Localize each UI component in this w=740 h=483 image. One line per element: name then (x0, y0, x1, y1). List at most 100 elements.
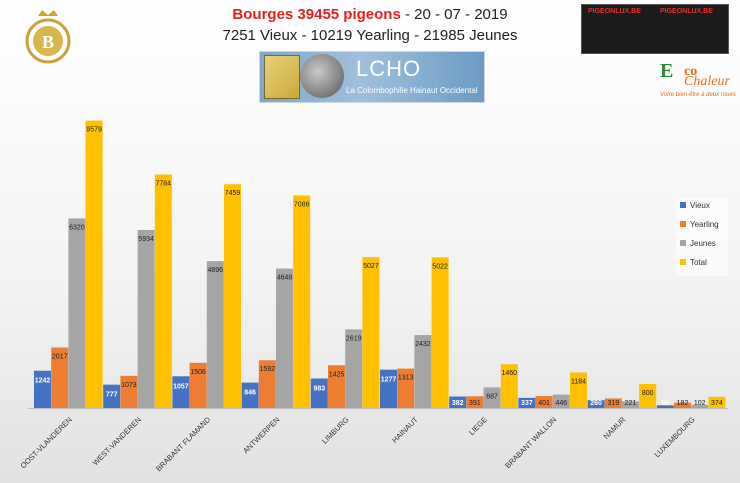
bar-total (570, 372, 587, 408)
bar-total (224, 184, 241, 408)
bar-vieux (34, 370, 51, 408)
category-label: BRABANT FLAMAND (154, 415, 213, 474)
data-label: 391 (469, 400, 481, 407)
data-label: 1506 (190, 369, 206, 376)
data-label: 846 (244, 390, 256, 397)
legend-label: Vieux (690, 201, 710, 210)
svg-text:B: B (42, 32, 54, 52)
data-label: 337 (521, 400, 533, 407)
bar-total (362, 257, 380, 408)
category-label: LUXEMBOURG (653, 415, 697, 459)
category-label: WEST-VANDEREN (91, 415, 143, 467)
data-label: 401 (538, 400, 550, 407)
chart-subtitle: 7251 Vieux - 10219 Yearling - 21985 Jeun… (222, 27, 518, 44)
bar-jeunes (552, 394, 570, 408)
data-label: 90 (661, 400, 669, 407)
bar-vieux (380, 369, 397, 408)
pigeonlux-brand-left: PIGEONLUX.BE (588, 8, 641, 15)
data-label: 9579 (86, 127, 102, 134)
data-label: 7784 (156, 180, 172, 187)
bar-yearling (328, 365, 345, 408)
data-label: 260 (590, 400, 602, 407)
data-label: 777 (106, 392, 118, 399)
data-label: 1460 (502, 370, 518, 377)
data-label: 687 (486, 393, 498, 400)
data-label: 4648 (277, 275, 293, 282)
data-label: 5934 (138, 236, 154, 243)
data-label: 446 (555, 400, 567, 407)
category-label: BRABANT WALLON (503, 415, 558, 470)
bar-jeunes (622, 401, 639, 408)
bar-yearling (674, 402, 691, 408)
data-label: 1073 (121, 382, 137, 389)
data-label: 2432 (415, 341, 431, 348)
hainaut-crest-icon (264, 55, 300, 99)
pigeon-head-icon (300, 54, 344, 98)
bar-yearling (189, 362, 207, 408)
bar-vieux (518, 397, 536, 408)
bar-total (431, 257, 449, 408)
data-label: 182 (677, 400, 689, 407)
data-label: 1313 (398, 375, 414, 382)
data-label: 221 (625, 400, 637, 407)
legend-swatch-jeunes (680, 240, 686, 246)
bar-jeunes (137, 229, 155, 408)
eco-letters-co: co (684, 64, 698, 79)
bar-yearling (535, 395, 553, 408)
data-label: 5027 (363, 263, 379, 270)
bar-jeunes (68, 218, 86, 408)
category-label: OOST-VLANDEREN (19, 415, 74, 470)
legend-swatch-vieux (680, 202, 686, 208)
bar-yearling (258, 360, 276, 408)
bar-yearling (397, 368, 415, 408)
data-label: 382 (452, 400, 464, 407)
bar-jeunes (345, 329, 363, 408)
data-label: 1277 (381, 377, 397, 384)
category-label: HAINAUT (390, 415, 420, 445)
pigeonlux-ad: PIGEONLUX.BE PIGEONLUX.BE (581, 4, 729, 54)
category-label: LIEGE (467, 415, 489, 437)
data-label: 374 (711, 400, 723, 407)
banner-name: LCHO (356, 56, 422, 81)
legend-label: Jeunes (690, 239, 716, 248)
chart-title: Bourges 39455 pigeons - 20 - 07 - 2019 (0, 6, 740, 23)
bar-jeunes (483, 387, 501, 408)
eco-chaleur-logo: E co Chaleur Votre bien-être à deux roue… (660, 60, 738, 106)
data-label: 6320 (69, 224, 85, 231)
lcho-banner: LCHO La Colombophilie Hainaut Occidental (259, 51, 485, 103)
data-label: 7459 (225, 190, 241, 197)
category-label: ANTWERPEN (241, 415, 281, 455)
bar-total (154, 174, 172, 408)
data-label: 1057 (173, 383, 189, 390)
bar-jeunes (206, 261, 224, 408)
data-label: 102 (694, 400, 706, 407)
data-label: 319 (607, 400, 619, 407)
data-label: 1242 (35, 378, 51, 385)
legend-label: Total (690, 258, 707, 267)
bar-total (708, 396, 726, 408)
data-label: 7086 (294, 201, 310, 208)
title-date: - 20 - 07 - 2019 (400, 6, 508, 23)
data-label: 1592 (260, 366, 276, 373)
bar-vieux (103, 384, 121, 408)
pigeonlux-brand-right: PIGEONLUX.BE (660, 8, 713, 15)
data-label: 1425 (329, 371, 345, 378)
bar-yearling (120, 375, 138, 408)
bar-total (293, 195, 311, 408)
bar-jeunes (414, 335, 432, 408)
bar-yearling (604, 398, 622, 408)
bar-jeunes (276, 268, 293, 408)
bar-yearling (51, 347, 69, 408)
royal-federation-logo: B (22, 8, 74, 66)
data-label: 2017 (52, 353, 68, 360)
eco-letter-e: E (660, 60, 674, 82)
title-race: Bourges 39455 pigeons (232, 6, 401, 23)
eco-word-chaleur: Chaleur (684, 74, 730, 89)
bar-total (639, 384, 657, 408)
legend-label: Yearling (690, 220, 719, 229)
data-label: 983 (313, 386, 325, 393)
bar-vieux (310, 378, 328, 408)
eco-tagline: Votre bien-être à deux roues (660, 92, 736, 98)
bar-vieux (656, 405, 674, 408)
banner-subtitle: La Colombophilie Hainaut Occidental (346, 86, 478, 95)
